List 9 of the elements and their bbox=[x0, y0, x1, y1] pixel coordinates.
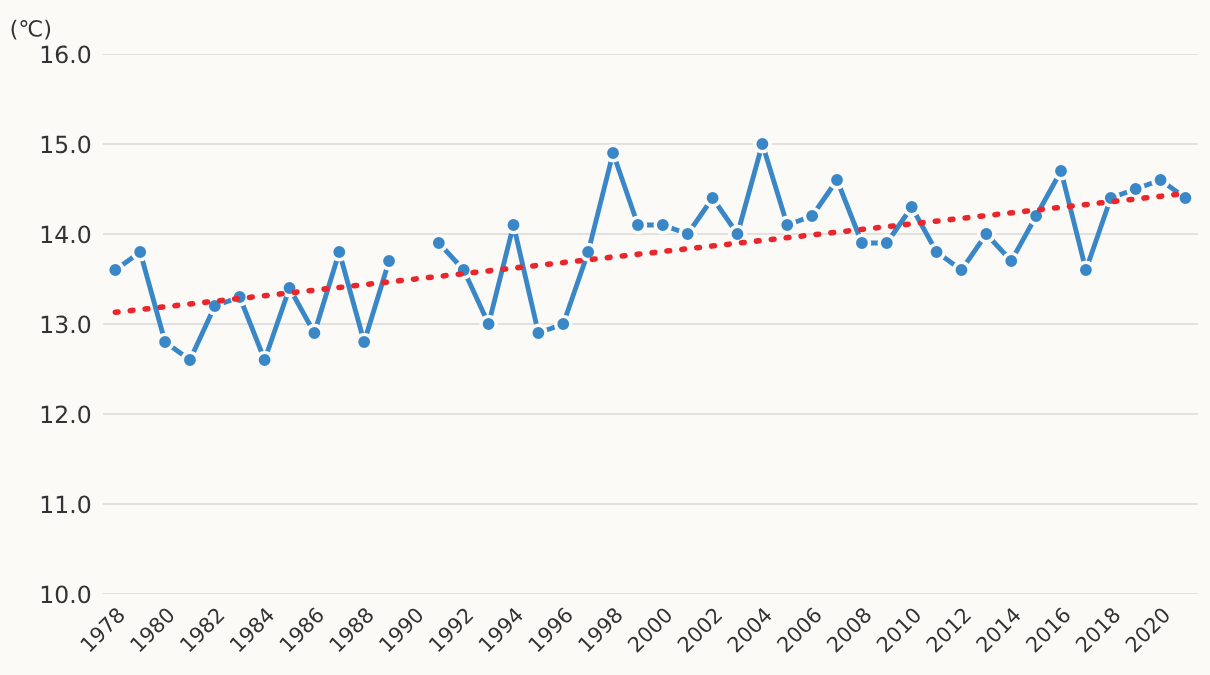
y-tick-label: 10.0 bbox=[41, 585, 91, 604]
y-tick-label: 15.0 bbox=[41, 135, 91, 154]
y-tick-label: 16.0 bbox=[41, 45, 91, 64]
point bbox=[927, 242, 946, 262]
y-tick-label: 11.0 bbox=[41, 495, 91, 514]
y-tick-label: 14.0 bbox=[41, 225, 91, 244]
y-axis-title: (℃) bbox=[11, 19, 51, 40]
y-tick-label: 12.0 bbox=[41, 405, 91, 424]
y-tick-label: 13.0 bbox=[41, 315, 91, 334]
